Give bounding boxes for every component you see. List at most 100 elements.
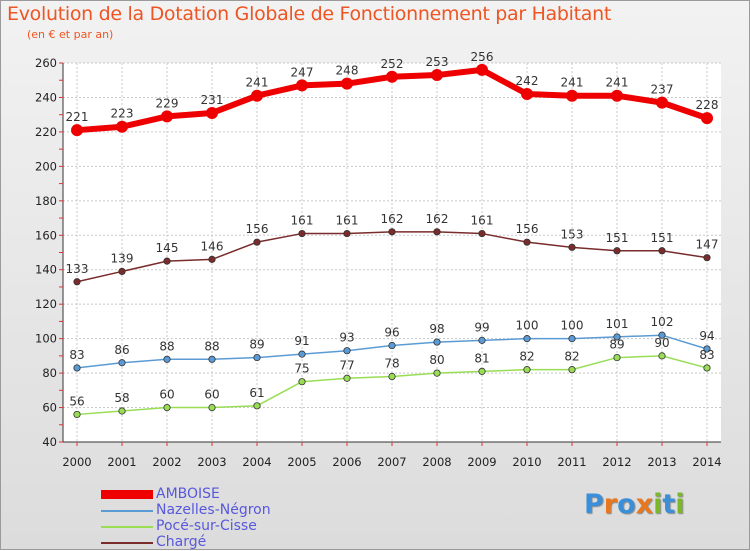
data-point-nazelles-negron xyxy=(703,345,711,353)
y-tick-label: 140 xyxy=(35,263,57,277)
data-point-charge xyxy=(613,247,621,255)
data-label-charge: 161 xyxy=(291,214,314,228)
data-point-poce-sur-cisse xyxy=(343,374,351,382)
data-label-amboise: 253 xyxy=(426,55,449,69)
data-point-poce-sur-cisse xyxy=(703,364,711,372)
data-point-charge xyxy=(478,229,486,238)
data-label-nazelles-negron: 94 xyxy=(699,329,714,343)
data-point-nazelles-negron xyxy=(118,359,126,367)
x-tick-label: 2008 xyxy=(422,455,451,469)
proxiti-logo: Proxiti xyxy=(584,489,685,520)
data-point-nazelles-negron xyxy=(253,353,261,362)
data-label-charge: 153 xyxy=(561,227,584,241)
data-label-amboise: 228 xyxy=(696,98,719,112)
chart-subtitle: (en € et par an) xyxy=(27,28,114,41)
data-point-nazelles-negron xyxy=(208,355,216,363)
data-point-charge xyxy=(703,254,711,262)
data-label-nazelles-negron: 91 xyxy=(294,334,309,348)
data-point-charge xyxy=(343,229,351,238)
y-tick-label: 180 xyxy=(35,194,57,208)
data-point-nazelles-negron xyxy=(73,364,81,372)
legend-swatch xyxy=(101,510,153,512)
data-label-poce-sur-cisse: 60 xyxy=(204,388,219,402)
data-point-nazelles-negron xyxy=(388,341,396,350)
data-point-poce-sur-cisse xyxy=(568,366,576,374)
data-label-amboise: 241 xyxy=(606,76,629,90)
data-point-amboise xyxy=(521,88,533,101)
data-label-poce-sur-cisse: 83 xyxy=(699,348,714,362)
data-point-poce-sur-cisse xyxy=(253,402,261,410)
data-point-nazelles-negron xyxy=(433,338,441,346)
y-tick-label: 120 xyxy=(35,297,57,311)
x-tick-label: 2010 xyxy=(512,455,541,469)
data-label-amboise: 256 xyxy=(471,50,494,64)
data-label-poce-sur-cisse: 89 xyxy=(609,338,624,352)
data-point-amboise xyxy=(116,120,128,133)
data-point-poce-sur-cisse xyxy=(163,403,171,412)
data-label-amboise: 252 xyxy=(381,57,404,71)
data-label-charge: 151 xyxy=(606,231,629,245)
x-tick-label: 2001 xyxy=(107,455,136,469)
data-point-nazelles-negron xyxy=(613,333,621,341)
data-label-nazelles-negron: 86 xyxy=(114,343,129,357)
data-point-charge xyxy=(523,238,531,246)
logo-letter: i xyxy=(653,489,663,520)
data-point-poce-sur-cisse xyxy=(523,366,531,374)
data-label-nazelles-negron: 83 xyxy=(69,348,84,362)
data-point-charge xyxy=(73,278,81,286)
logo-letter: i xyxy=(675,489,685,520)
data-label-charge: 139 xyxy=(111,251,134,265)
data-label-poce-sur-cisse: 61 xyxy=(249,386,264,400)
x-tick-label: 2014 xyxy=(692,455,721,469)
data-label-charge: 146 xyxy=(201,239,224,253)
data-label-poce-sur-cisse: 77 xyxy=(339,358,354,372)
data-point-charge xyxy=(163,257,171,265)
data-point-charge xyxy=(298,229,306,238)
y-tick-label: 80 xyxy=(42,366,57,380)
data-label-nazelles-negron: 100 xyxy=(516,319,539,333)
data-point-amboise xyxy=(341,77,353,90)
data-label-poce-sur-cisse: 75 xyxy=(294,362,309,376)
y-tick-label: 260 xyxy=(35,56,57,70)
x-tick-label: 2002 xyxy=(152,455,181,469)
data-point-nazelles-negron xyxy=(523,335,531,343)
data-label-charge: 161 xyxy=(336,214,359,228)
y-tick-label: 40 xyxy=(42,435,57,449)
data-label-charge: 145 xyxy=(156,241,179,255)
data-label-amboise: 247 xyxy=(291,65,314,79)
data-point-charge xyxy=(388,228,396,236)
x-tick-label: 2006 xyxy=(332,455,361,469)
data-point-nazelles-negron xyxy=(298,350,306,358)
data-label-poce-sur-cisse: 58 xyxy=(114,391,129,405)
data-point-poce-sur-cisse xyxy=(478,367,486,375)
y-tick-label: 200 xyxy=(35,159,57,173)
data-label-nazelles-negron: 101 xyxy=(606,317,629,331)
logo-letter: x xyxy=(635,489,654,520)
data-label-nazelles-negron: 99 xyxy=(474,320,489,334)
data-label-nazelles-negron: 102 xyxy=(651,315,674,329)
data-label-nazelles-negron: 96 xyxy=(384,326,399,340)
logo-letter: P xyxy=(584,489,604,520)
logo-letter: o xyxy=(617,489,636,520)
data-point-amboise xyxy=(656,96,668,109)
data-label-nazelles-negron: 88 xyxy=(159,339,174,353)
data-point-poce-sur-cisse xyxy=(73,410,81,419)
data-point-poce-sur-cisse xyxy=(613,353,621,362)
data-point-nazelles-negron xyxy=(568,335,576,343)
data-label-charge: 156 xyxy=(246,222,269,236)
data-point-poce-sur-cisse xyxy=(298,378,306,386)
data-label-nazelles-negron: 89 xyxy=(249,338,264,352)
data-point-poce-sur-cisse xyxy=(388,372,396,381)
data-label-amboise: 248 xyxy=(336,64,359,78)
data-label-nazelles-negron: 98 xyxy=(429,322,444,336)
data-label-amboise: 231 xyxy=(201,93,224,107)
data-point-nazelles-negron xyxy=(478,336,486,344)
y-tick-label: 220 xyxy=(35,125,57,139)
data-label-nazelles-negron: 88 xyxy=(204,339,219,353)
data-point-amboise xyxy=(701,112,713,125)
data-point-nazelles-negron xyxy=(163,355,171,363)
data-point-amboise xyxy=(71,124,83,137)
data-label-amboise: 221 xyxy=(66,110,89,124)
data-label-poce-sur-cisse: 60 xyxy=(159,388,174,402)
